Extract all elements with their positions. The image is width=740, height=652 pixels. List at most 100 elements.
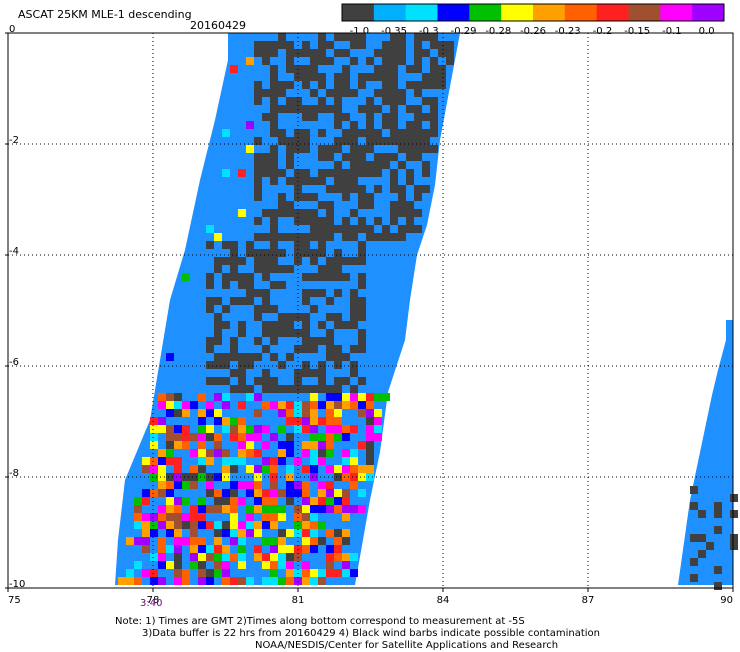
swath-cell <box>270 41 278 49</box>
swath-cell <box>366 193 374 201</box>
swath-cell <box>246 449 254 457</box>
swath-cell <box>246 145 254 153</box>
swath-cell <box>318 249 326 257</box>
note-line-3: NOAA/NESDIS/Center for Satellite Applica… <box>255 640 559 651</box>
swath-cell <box>166 529 174 537</box>
y-tick-label: 0 <box>9 24 15 35</box>
swath-cell <box>366 409 374 417</box>
swath-cell <box>230 481 238 489</box>
swath-cell <box>430 81 438 89</box>
swath-cell <box>158 489 166 497</box>
swath-cell <box>350 289 358 297</box>
swath-cell <box>690 534 698 542</box>
swath-cell <box>318 225 326 233</box>
swath-cell <box>214 497 222 505</box>
swath-cell <box>190 433 198 441</box>
swath-cell <box>270 281 278 289</box>
swath-cell <box>198 577 206 585</box>
swath-cell <box>334 89 342 97</box>
colorbar-label: -0.2 <box>593 26 613 37</box>
swath-cell <box>334 505 342 513</box>
swath-cell <box>166 449 174 457</box>
swath-cell <box>230 497 238 505</box>
swath-cell <box>342 553 350 561</box>
swath-cell <box>358 297 366 305</box>
swath-cell <box>190 401 198 409</box>
swath-cell <box>286 321 294 329</box>
swath-cell <box>206 545 214 553</box>
swath-cell <box>422 113 430 121</box>
swath-cell <box>350 57 358 65</box>
swath-cell <box>358 473 366 481</box>
swath-cell <box>166 425 174 433</box>
swath-cell <box>302 193 310 201</box>
swath-cell <box>174 537 182 545</box>
swath-cell <box>350 313 358 321</box>
swath-cell <box>698 550 706 558</box>
swath-cell <box>254 177 262 185</box>
swath-cell <box>326 409 334 417</box>
swath-cell <box>334 265 342 273</box>
swath-cell <box>302 537 310 545</box>
swath-cell <box>342 137 350 145</box>
swath-cell <box>230 457 238 465</box>
swath-cell <box>334 553 342 561</box>
swath-cell <box>414 33 422 41</box>
swath-cell <box>350 137 358 145</box>
swath-cell <box>334 409 342 417</box>
swath-cell <box>286 497 294 505</box>
swath-cell <box>254 169 262 177</box>
swath-cell <box>334 249 342 257</box>
swath-cell <box>382 89 390 97</box>
swath-cell <box>318 273 326 281</box>
swath-cell <box>278 385 286 393</box>
swath-cell <box>262 265 270 273</box>
swath-cell <box>222 281 230 289</box>
swath-cell <box>174 409 182 417</box>
swath-cell <box>310 529 318 537</box>
swath-cell <box>390 217 398 225</box>
swath-cell <box>406 209 414 217</box>
swath-cell <box>358 281 366 289</box>
swath-cell <box>310 369 318 377</box>
swath-cell <box>406 81 414 89</box>
y-tick-label: -6 <box>9 357 19 368</box>
swath-cell <box>286 329 294 337</box>
swath-cell <box>254 481 262 489</box>
swath-cell <box>374 185 382 193</box>
swath-cell <box>326 105 334 113</box>
swath-cell <box>318 265 326 273</box>
swath-cell <box>198 417 206 425</box>
colorbar-segment <box>373 4 407 21</box>
swath-cell <box>214 337 222 345</box>
swath-cell <box>262 289 270 297</box>
swath-cell <box>326 505 334 513</box>
swath-cell <box>142 465 150 473</box>
x-tick-label: 78 <box>147 595 160 606</box>
swath-cell <box>334 321 342 329</box>
swath-cell <box>262 577 270 585</box>
swath-cell <box>270 97 278 105</box>
swath-cell <box>310 57 318 65</box>
swath-cell <box>150 441 158 449</box>
swath-cell <box>342 65 350 73</box>
swath-cell <box>342 225 350 233</box>
swath-cell <box>214 361 222 369</box>
swath-cell <box>270 113 278 121</box>
swath-cell <box>158 521 166 529</box>
swath-cell <box>310 289 318 297</box>
map-title: ASCAT 25KM MLE-1 descending <box>18 8 192 21</box>
swath-cell <box>254 409 262 417</box>
swath-cell <box>350 153 358 161</box>
swath-cell <box>390 137 398 145</box>
swath-cell <box>158 505 166 513</box>
swath-cell <box>254 137 262 145</box>
swath-cell <box>254 545 262 553</box>
swath-cell <box>126 537 134 545</box>
swath-cell <box>310 425 318 433</box>
swath-cell <box>230 489 238 497</box>
swath-cell <box>326 401 334 409</box>
swath-cell <box>350 257 358 265</box>
swath-cell <box>214 265 222 273</box>
swath-cell <box>318 169 326 177</box>
